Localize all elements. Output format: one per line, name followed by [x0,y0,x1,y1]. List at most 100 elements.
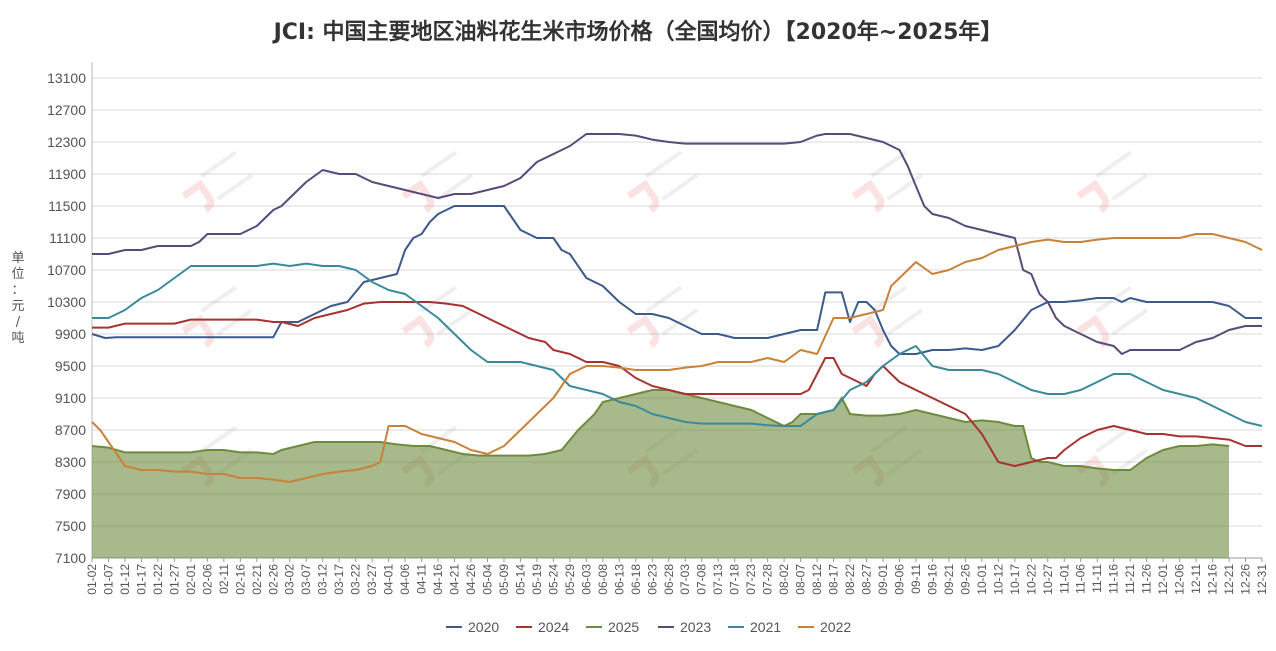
x-tick-label: 07-28 [761,564,775,595]
watermark-bar [1095,425,1133,453]
watermark-bar [436,308,474,336]
x-tick-label: 06-23 [645,564,659,595]
x-tick-label: 01-07 [101,564,115,595]
x-tick-label: 04-26 [464,564,478,595]
x-tick-label: 02-21 [250,564,264,595]
watermark-mark [401,314,435,348]
x-tick-label: 09-11 [909,564,923,594]
x-tick-label: 10-27 [1041,564,1055,595]
x-tick-label: 08-07 [794,564,808,595]
watermark-mark [401,179,435,213]
x-tick-label: 07-23 [744,564,758,595]
y-tick-label: 9900 [55,326,86,342]
y-tick-label: 11100 [49,230,86,246]
x-tick-label: 09-26 [958,564,972,595]
x-tick-label: 03-22 [349,564,363,595]
y-axis-label-char: ： [11,283,24,298]
watermark-bar [870,285,908,313]
x-tick-label: 07-13 [711,564,725,595]
legend-label: 2022 [820,619,851,635]
x-tick-label: 07-08 [695,564,709,595]
watermark-bar [1095,150,1133,178]
x-tick-label: 03-02 [283,564,297,595]
y-tick-label: 10700 [47,262,86,278]
y-tick-label: 7100 [55,550,86,566]
series-2024-line [92,301,1262,467]
jci-watermark-icon [401,285,474,348]
y-tick-label: 7900 [55,486,86,502]
x-tick-label: 05-29 [563,564,577,595]
y-tick-label: 12300 [47,134,86,150]
watermark-bar [1111,173,1149,201]
y-tick-label: 9100 [55,390,86,406]
x-tick-label: 05-24 [546,564,560,595]
x-tick-label: 02-01 [184,564,198,595]
watermark-bar [645,285,683,313]
x-tick-label: 03-17 [332,564,346,595]
x-tick-label: 09-21 [942,564,956,595]
x-tick-label: 12-01 [1156,564,1170,595]
x-tick-label: 01-22 [151,564,165,595]
x-tick-label: 02-16 [233,564,247,595]
y-tick-label: 7500 [55,518,86,534]
series-2025-area [92,390,1229,558]
y-axis-label-char: / [16,315,21,330]
legend-label: 2021 [750,619,781,635]
watermark-bar [1095,285,1133,313]
x-tick-label: 11-11 [1090,564,1104,593]
x-tick-label: 11-21 [1123,564,1137,594]
jci-watermark-icon [401,150,474,213]
y-axis-label-char: 元 [11,299,24,314]
series-2021-line [92,262,1263,427]
x-tick-label: 05-04 [480,564,494,595]
x-tick-label: 12-06 [1173,564,1187,595]
x-tick-label: 08-17 [827,564,841,595]
x-tick-label: 01-02 [85,564,99,595]
jci-watermark-icon [181,285,254,348]
x-tick-label: 05-19 [530,564,544,595]
series-2020-line [91,205,1262,355]
y-axis-label-char: 吨 [11,331,24,346]
x-tick-label: 05-14 [513,564,527,595]
x-tick-label: 05-09 [497,564,511,595]
legend-label: 2025 [608,619,639,635]
chart-title: JCI: 中国主要地区油料花生米市场价格（全国均价）【2020年~2025年】 [273,20,1003,45]
legend-item-2024: 2024 [516,619,569,635]
watermark-bar [200,285,238,313]
x-tick-label: 11-01 [1057,564,1071,594]
y-tick-label: 8700 [55,422,86,438]
legend-label: 2020 [468,619,499,635]
watermark-bar [661,173,699,201]
x-tick-label: 02-06 [200,564,214,595]
x-tick-label: 03-12 [316,564,330,595]
x-tick-label: 04-01 [382,564,396,595]
x-tick-label: 01-17 [134,564,148,595]
y-axis-label-char: 单 [11,251,24,266]
x-tick-label: 06-03 [579,564,593,595]
x-tick-label: 01-27 [167,564,181,595]
watermark-bar [200,425,238,453]
legend-item-2023: 2023 [658,619,711,635]
watermark-bar [886,308,924,336]
y-tick-label: 11500 [48,198,86,214]
jci-watermark-icon [181,150,254,213]
x-tick-label: 01-12 [118,564,132,595]
x-tick-label: 10-01 [975,564,989,595]
watermark-bar [420,150,458,178]
watermark-bar [420,285,458,313]
x-tick-label: 11-26 [1140,564,1154,594]
watermark-bar [216,308,254,336]
x-tick-label: 04-21 [448,564,462,595]
x-tick-label: 04-11 [415,564,429,594]
x-tick-label: 07-03 [678,564,692,595]
jci-watermark-icon [1076,285,1149,348]
jci-watermark-icon [626,150,699,213]
x-tick-label: 03-07 [299,564,313,595]
x-tick-label: 12-26 [1239,564,1253,595]
x-tick-label: 10-12 [991,564,1005,595]
x-tick-label: 04-16 [431,564,445,595]
x-tick-label: 03-27 [365,564,379,595]
legend-item-2025: 2025 [586,619,639,635]
